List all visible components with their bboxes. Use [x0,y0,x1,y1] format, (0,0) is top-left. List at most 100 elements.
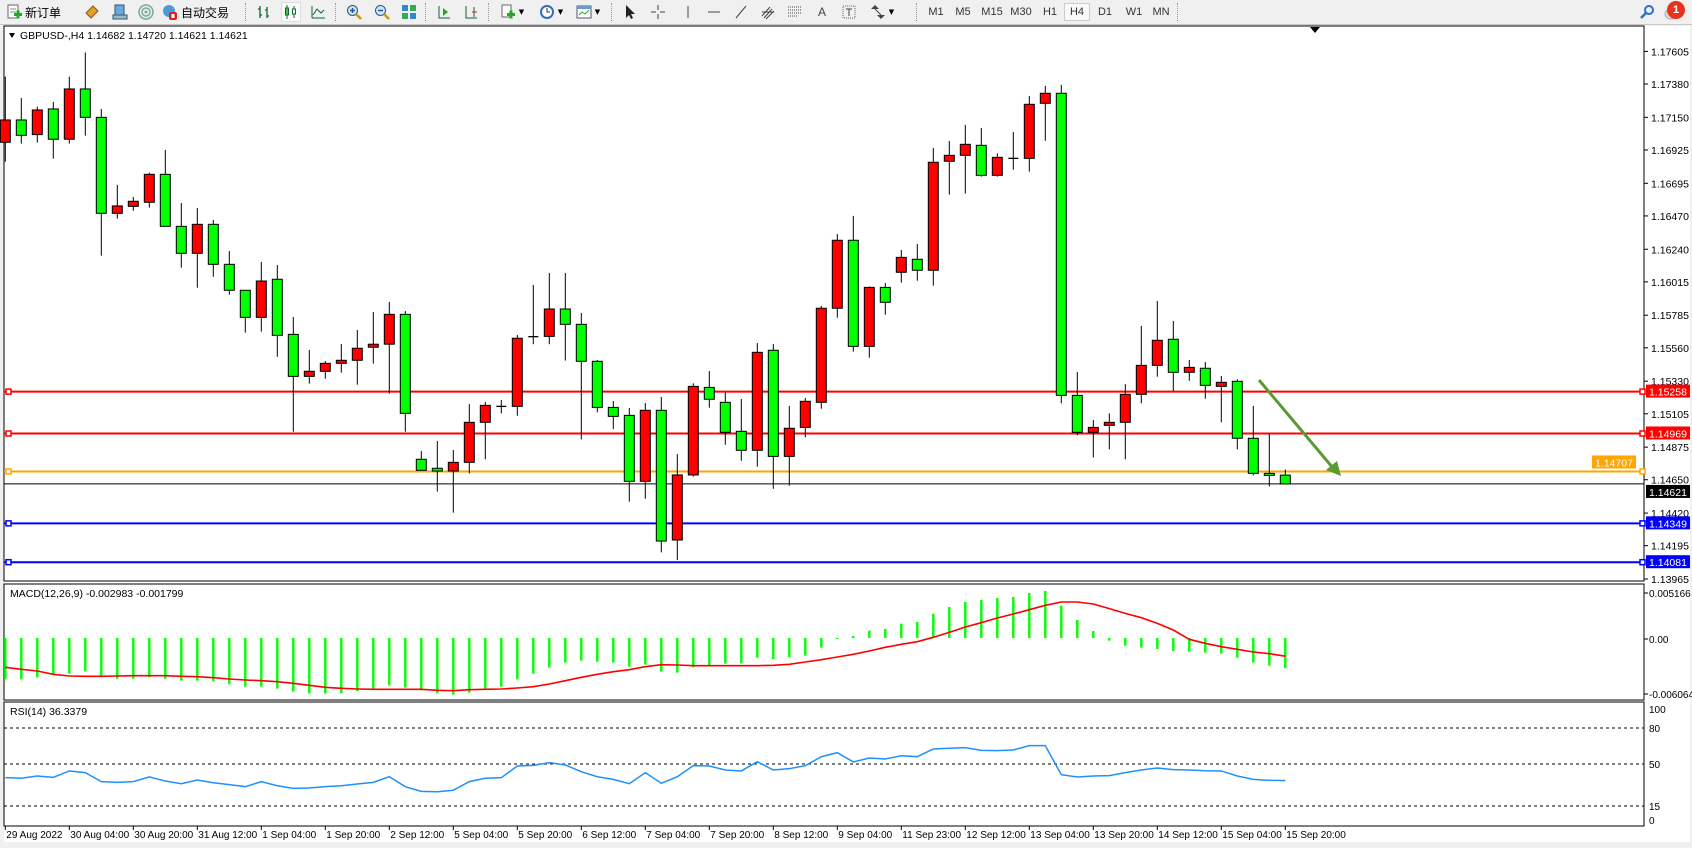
candle[interactable] [335,344,347,373]
candle[interactable] [127,196,139,211]
line-anchor-handle[interactable] [5,520,12,527]
candle[interactable] [1263,434,1275,487]
candle[interactable] [1103,413,1115,450]
candle[interactable] [415,451,427,471]
candle[interactable] [639,403,651,499]
navigator-button[interactable] [110,2,130,22]
candle[interactable] [1135,325,1147,404]
candle[interactable] [111,184,123,219]
candle[interactable] [383,302,395,394]
timeframe-d1[interactable]: D1 [1097,6,1113,18]
chart-shift-marker-icon[interactable] [1310,27,1320,33]
candle[interactable] [1279,469,1291,485]
line-anchor-handle[interactable] [1639,388,1646,395]
market-watch-button[interactable] [82,2,102,22]
timeframe-m1[interactable]: M1 [928,6,944,18]
notification-badge[interactable]: 1 [1667,1,1685,19]
line-anchor-handle[interactable] [5,430,12,437]
auto-trading-button[interactable]: 自动交易 [162,2,229,22]
vertical-line-button[interactable] [678,2,698,22]
candle[interactable] [1151,301,1163,377]
candle[interactable] [847,215,859,352]
bar-chart-button[interactable] [254,2,274,22]
candlestick-button[interactable] [281,2,301,22]
candle[interactable] [927,147,939,286]
auto-scroll-button[interactable] [434,2,454,22]
candle[interactable] [799,397,811,438]
candle[interactable] [1231,379,1243,450]
line-anchor-handle[interactable] [5,468,12,475]
signals-button[interactable] [136,2,156,22]
candle[interactable] [895,249,907,283]
candle[interactable] [591,359,603,413]
candle[interactable] [1199,362,1211,399]
candle[interactable] [1247,405,1259,476]
candle[interactable] [543,273,555,345]
candle[interactable] [79,52,91,136]
candle[interactable] [671,454,683,561]
crosshair-button[interactable] [648,2,668,22]
candle[interactable] [719,392,731,445]
candle[interactable] [1008,131,1019,170]
candle[interactable] [623,407,635,502]
line-anchor-handle[interactable] [1639,558,1646,566]
candle[interactable] [255,262,267,332]
candle[interactable] [783,405,795,486]
line-anchor-handle[interactable] [1639,520,1646,527]
line-anchor-handle[interactable] [1639,430,1646,437]
candle[interactable] [1055,84,1067,404]
timeframe-h1[interactable]: H1 [1042,6,1058,18]
candle[interactable] [351,329,363,385]
line-anchor-handle[interactable] [5,388,12,395]
timeframe-m30[interactable]: M30 [1010,6,1032,18]
candle[interactable] [239,289,251,333]
timeframe-h4[interactable]: H4 [1064,3,1090,21]
candle[interactable] [431,441,443,492]
candle[interactable] [319,361,331,379]
candle[interactable] [0,76,11,162]
candle[interactable] [1119,384,1131,460]
timeframe-w1[interactable]: W1 [1125,6,1143,18]
tile-windows-button[interactable] [399,2,419,22]
candle[interactable] [1071,372,1083,436]
candle[interactable] [191,207,203,288]
candle[interactable] [303,349,315,384]
candle[interactable] [207,219,219,277]
arrows-button[interactable]: ▼ [866,2,898,22]
indicators-button[interactable]: ▼ [496,2,528,22]
candle[interactable] [1023,95,1035,172]
candle[interactable] [63,76,75,144]
candle[interactable] [975,127,987,177]
candle[interactable] [479,402,491,460]
candle[interactable] [735,398,747,461]
candle[interactable] [367,312,379,364]
label-button[interactable] [839,2,859,22]
new-order-button[interactable]: 新订单 [6,2,61,22]
line-anchor-handle[interactable] [5,558,12,566]
timeframe-m5[interactable]: M5 [955,6,971,18]
candle[interactable] [511,334,523,416]
candle[interactable] [767,344,779,489]
candle[interactable] [31,106,43,143]
timeframe-m15[interactable]: M15 [981,6,1003,18]
trendline-button[interactable] [731,2,751,22]
candle[interactable] [463,404,475,474]
candle[interactable] [496,400,507,414]
candle[interactable] [95,108,107,256]
candle[interactable] [559,273,571,361]
periods-button[interactable]: ▼ [535,2,567,22]
candle[interactable] [831,234,843,318]
candle[interactable] [287,316,299,432]
candle[interactable] [863,286,875,358]
candle[interactable] [175,203,187,268]
line-anchor-handle[interactable] [1639,468,1646,475]
candle[interactable] [159,149,171,227]
horizontal-line-button[interactable] [704,2,724,22]
candle[interactable] [143,172,155,208]
candle[interactable] [1215,375,1227,423]
chart-menu-triangle-icon[interactable] [9,33,15,38]
candle[interactable] [575,313,587,440]
candle[interactable] [879,283,891,315]
candle[interactable] [751,343,763,467]
